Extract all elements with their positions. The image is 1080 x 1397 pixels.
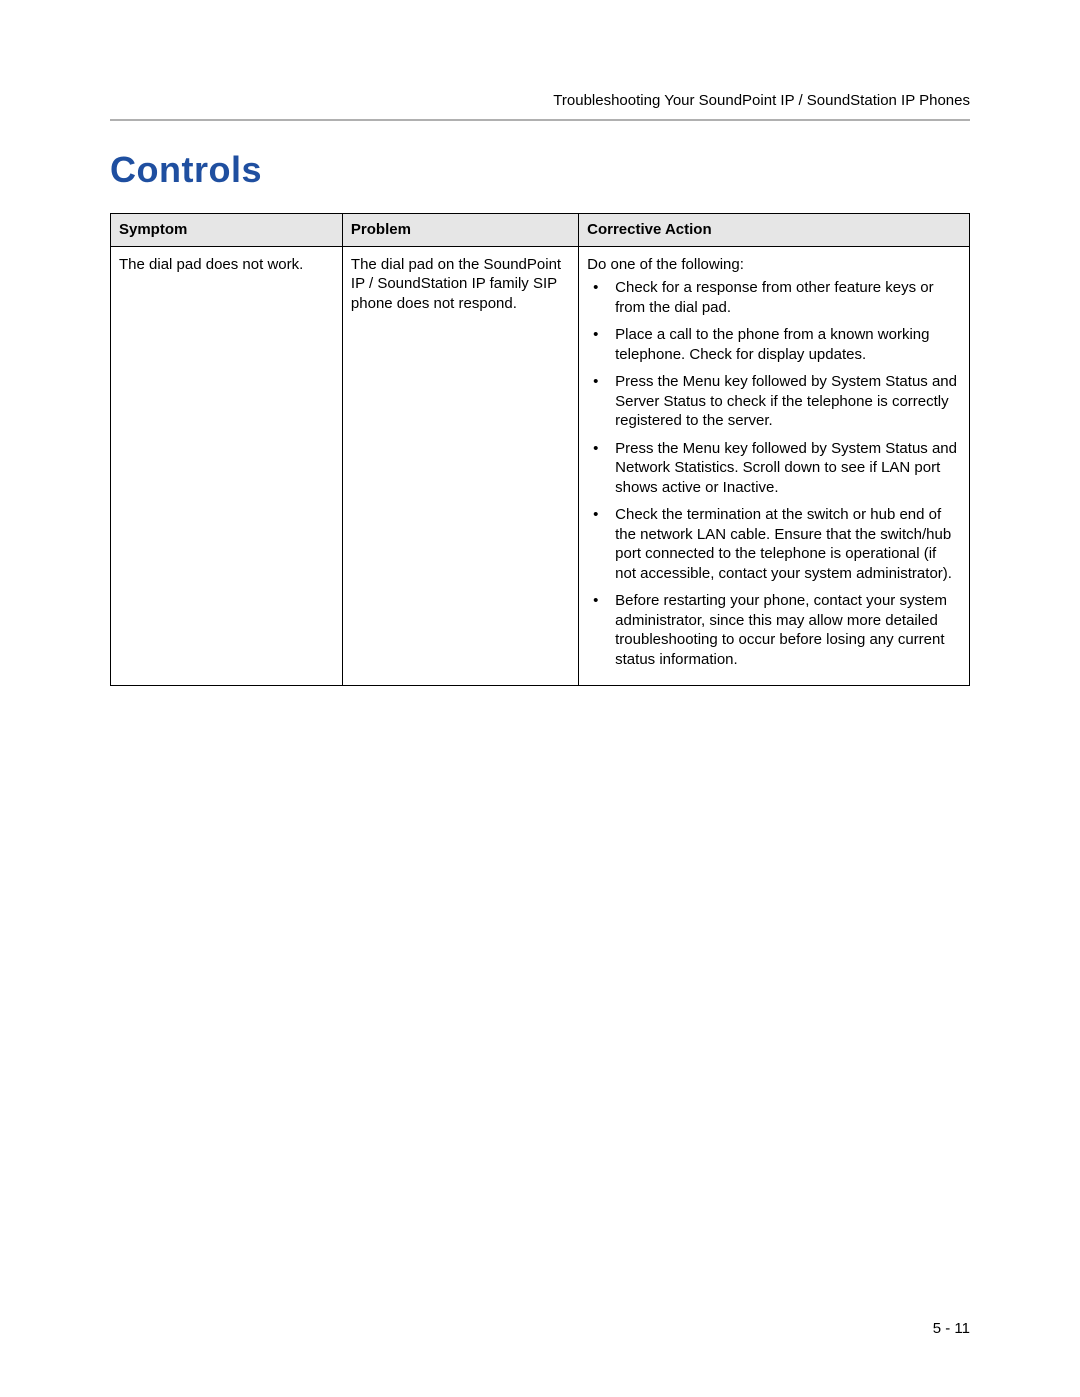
cell-symptom: The dial pad does not work. (111, 246, 343, 686)
action-item: Press the Menu key followed by System St… (587, 372, 961, 431)
header-rule (110, 119, 970, 121)
th-symptom: Symptom (111, 214, 343, 247)
running-head: Troubleshooting Your SoundPoint IP / Sou… (110, 92, 970, 109)
section-title: Controls (110, 149, 970, 191)
action-item: Place a call to the phone from a known w… (587, 325, 961, 364)
table-row: The dial pad does not work. The dial pad… (111, 246, 970, 686)
action-item: Check for a response from other feature … (587, 278, 961, 317)
page-number: 5 - 11 (933, 1320, 970, 1337)
troubleshooting-table: Symptom Problem Corrective Action The di… (110, 213, 970, 686)
page: Troubleshooting Your SoundPoint IP / Sou… (0, 0, 1080, 1397)
table-header-row: Symptom Problem Corrective Action (111, 214, 970, 247)
th-problem: Problem (342, 214, 578, 247)
action-list: Check for a response from other feature … (587, 278, 961, 669)
action-item: Check the termination at the switch or h… (587, 505, 961, 583)
th-action: Corrective Action (579, 214, 970, 247)
cell-problem: The dial pad on the SoundPoint IP / Soun… (342, 246, 578, 686)
action-item: Before restarting your phone, contact yo… (587, 591, 961, 669)
action-item: Press the Menu key followed by System St… (587, 439, 961, 498)
cell-action: Do one of the following: Check for a res… (579, 246, 970, 686)
action-intro: Do one of the following: (587, 255, 961, 275)
